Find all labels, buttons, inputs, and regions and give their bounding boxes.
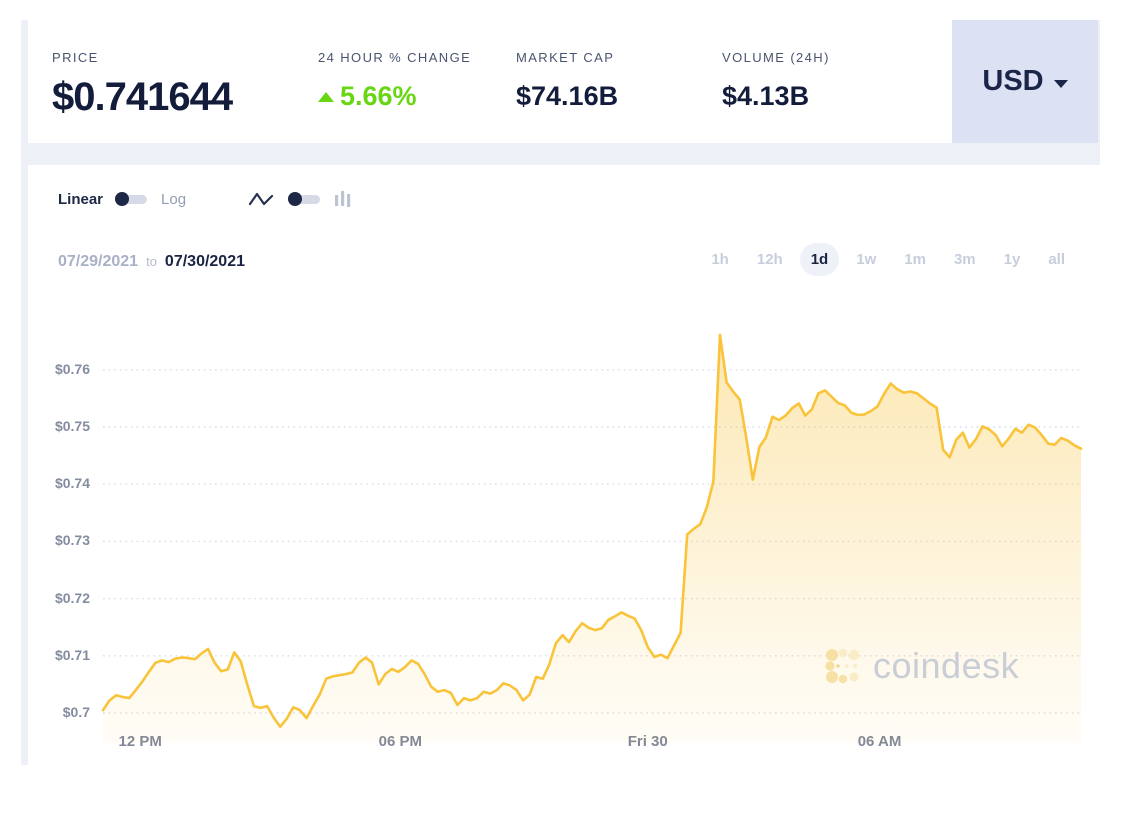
price-label: PRICE: [52, 50, 99, 65]
scale-toggle-switch[interactable]: [115, 191, 148, 206]
bar-chart-icon[interactable]: [334, 190, 352, 209]
change-label: 24 HOUR % CHANGE: [318, 50, 472, 65]
y-axis-label-$0.76: $0.76: [54, 360, 90, 377]
market-cap-label: MARKET CAP: [516, 50, 615, 65]
price-value: $0.741644: [52, 75, 233, 119]
y-axis-label-$0.73: $0.73: [54, 532, 90, 549]
coindesk-watermark: coindesk: [823, 645, 1019, 687]
stat-volume: VOLUME (24H) $4.13B: [722, 50, 830, 112]
range-button-1w[interactable]: 1w: [856, 251, 877, 268]
range-button-1d[interactable]: 1d: [799, 243, 840, 276]
volume-label: VOLUME (24H): [722, 50, 830, 65]
range-button-3m[interactable]: 3m: [953, 251, 976, 268]
scale-option-log[interactable]: Log: [161, 190, 187, 208]
date-range: 07/29/2021 to 07/30/2021: [58, 253, 245, 271]
y-axis-label-$0.74: $0.74: [54, 475, 90, 492]
coindesk-logo-icon: [825, 648, 860, 684]
y-axis-label-$0.71: $0.71: [54, 646, 90, 663]
toggle-knob: [115, 191, 130, 206]
coindesk-wordmark: coindesk: [873, 645, 1020, 686]
date-range-separator: to: [146, 254, 157, 269]
toggle-knob: [288, 191, 303, 206]
line-chart-icon[interactable]: [248, 190, 276, 208]
range-button-1h[interactable]: 1h: [711, 251, 729, 268]
stat-24h-change: 24 HOUR % CHANGE 5.66%: [318, 50, 471, 112]
chart-type-toggle-switch[interactable]: [288, 191, 321, 206]
change-value: 5.66%: [318, 81, 471, 112]
chevron-down-icon: [1053, 79, 1068, 88]
stat-market-cap: MARKET CAP $74.16B: [516, 50, 618, 112]
market-cap-value: $74.16B: [516, 81, 619, 111]
stat-price: PRICE $0.741644: [52, 50, 233, 120]
price-area-fill: [103, 334, 1081, 743]
range-button-12h[interactable]: 12h: [756, 251, 783, 268]
price-line-chart: [101, 333, 1083, 743]
currency-selected-label: USD: [982, 65, 1044, 97]
range-button-1y[interactable]: 1y: [1003, 251, 1021, 268]
date-range-start[interactable]: 07/29/2021: [58, 253, 139, 270]
chart-controls: Linear Log: [58, 189, 352, 209]
change-percent: 5.66%: [340, 81, 417, 111]
y-axis-label-$0.72: $0.72: [54, 589, 90, 606]
currency-selector-button[interactable]: USD: [952, 20, 1098, 143]
up-arrow-icon: [318, 91, 334, 102]
scale-option-linear[interactable]: Linear: [58, 190, 104, 208]
chart-card: Linear Log 07/29/2021 to 07/30/2021 1h 12…: [28, 165, 1100, 765]
y-axis-label-$0.75: $0.75: [54, 418, 90, 434]
time-range-buttons: 1h 12h 1d 1w 1m 3m 1y all: [700, 243, 1076, 276]
range-button-1m[interactable]: 1m: [904, 251, 926, 268]
range-button-all[interactable]: all: [1048, 251, 1065, 268]
volume-value: $4.13B: [722, 81, 810, 111]
date-range-end[interactable]: 07/30/2021: [164, 253, 245, 270]
stats-header: PRICE $0.741644 24 HOUR % CHANGE 5.66% M…: [28, 20, 952, 143]
y-axis-label-$0.7: $0.7: [62, 704, 90, 720]
price-line: [101, 333, 1083, 728]
